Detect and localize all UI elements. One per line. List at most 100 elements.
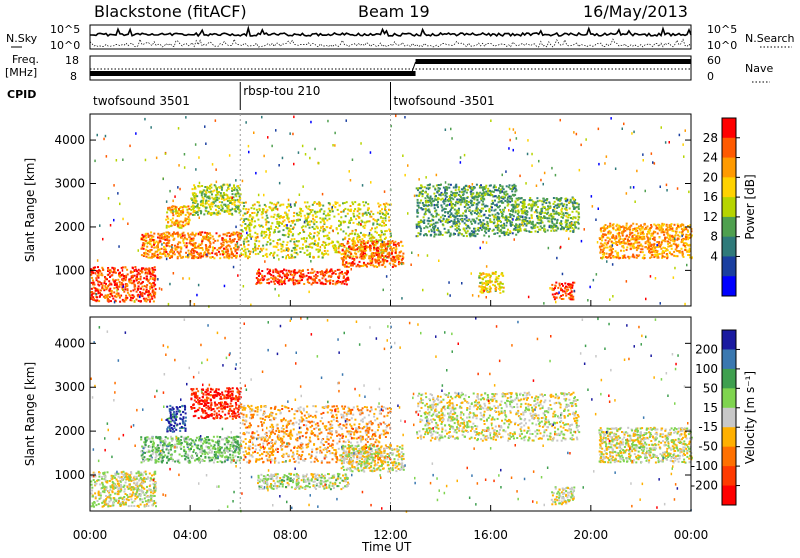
heatmap-cell	[651, 251, 653, 253]
heatmap-cell	[482, 196, 484, 198]
heatmap-cell	[684, 249, 686, 251]
heatmap-cell	[177, 243, 179, 245]
heatmap-cell	[112, 271, 114, 273]
heatmap-cell	[277, 213, 279, 215]
heatmap-cell	[681, 223, 683, 225]
heatmap-cell	[674, 235, 676, 237]
heatmap-cell	[262, 245, 264, 247]
heatmap-cell	[427, 193, 429, 195]
heatmap-cell	[195, 212, 197, 214]
heatmap-cell	[197, 214, 199, 216]
heatmap-cell	[345, 281, 347, 283]
heatmap-cell	[423, 216, 425, 218]
heatmap-cell	[313, 221, 315, 223]
heatmap-cell	[383, 203, 385, 205]
heatmap-cell	[176, 220, 178, 222]
heatmap-cell	[306, 237, 308, 239]
heatmap-cell	[505, 215, 507, 217]
heatmap-cell	[179, 227, 181, 229]
heatmap-cell	[526, 220, 528, 222]
heatmap-cell	[341, 257, 343, 259]
heatmap-cell	[194, 234, 196, 236]
heatmap-cell	[322, 277, 324, 279]
heatmap-cell	[326, 226, 328, 228]
heatmap-cell	[385, 203, 387, 205]
heatmap-cell	[489, 190, 491, 192]
heatmap-cell	[270, 225, 272, 227]
heatmap-cell	[626, 225, 628, 227]
heatmap-cell	[540, 220, 542, 222]
heatmap-cell	[209, 206, 211, 208]
heatmap-cell	[334, 249, 336, 251]
heatmap-cell	[342, 262, 344, 264]
heatmap-cell	[300, 251, 302, 253]
heatmap-cell	[568, 202, 570, 204]
heatmap-cell	[290, 206, 292, 208]
heatmap-cell	[599, 237, 601, 239]
heatmap-cell	[622, 245, 624, 247]
heatmap-cell	[431, 204, 433, 206]
heatmap-cell	[466, 192, 468, 194]
heatmap-cell	[459, 215, 461, 217]
heatmap-cell	[420, 200, 422, 202]
heatmap-cell	[192, 232, 194, 234]
heatmap-cell	[497, 206, 499, 208]
heatmap-cell	[351, 258, 353, 260]
heatmap-cell	[660, 248, 662, 250]
heatmap-cell	[502, 196, 504, 198]
heatmap-cell	[458, 234, 460, 236]
heatmap-cell	[477, 212, 479, 214]
heatmap-cell	[432, 215, 434, 217]
heatmap-cell	[393, 256, 395, 258]
heatmap-cell	[324, 218, 326, 220]
heatmap-cell	[365, 202, 367, 204]
heatmap-cell	[277, 239, 279, 241]
heatmap-cell	[544, 212, 546, 214]
heatmap-cell	[553, 197, 555, 199]
heatmap-cell	[251, 212, 253, 214]
heatmap-cell	[385, 237, 387, 239]
heatmap-cell	[485, 185, 487, 187]
heatmap-cell	[549, 221, 551, 223]
heatmap-cell	[172, 214, 174, 216]
heatmap-cell	[515, 229, 517, 231]
heatmap-cell	[375, 239, 377, 241]
heatmap-cell	[351, 219, 353, 221]
heatmap-cell	[228, 205, 230, 207]
heatmap-cell	[689, 244, 691, 246]
heatmap-cell	[609, 223, 611, 225]
heatmap-cell	[616, 257, 618, 259]
heatmap-cell	[368, 257, 370, 259]
heatmap-cell	[633, 247, 635, 249]
heatmap-cell	[503, 188, 505, 190]
freq-unit: [MHz]	[5, 66, 37, 79]
heatmap-cell	[200, 253, 202, 255]
heatmap-cell	[377, 257, 379, 259]
heatmap-cell	[525, 213, 527, 215]
heatmap-cell	[427, 184, 429, 186]
heatmap-cell	[643, 238, 645, 240]
heatmap-cell	[573, 198, 575, 200]
heatmap-cell	[322, 226, 324, 228]
heatmap-cell	[681, 248, 683, 250]
heatmap-cell	[323, 241, 325, 243]
heatmap-cell	[429, 220, 431, 222]
heatmap-cell	[235, 211, 237, 213]
heatmap-cell	[312, 204, 314, 206]
heatmap-cell	[455, 202, 457, 204]
heatmap-cell	[425, 226, 427, 228]
heatmap-cell	[445, 211, 447, 213]
heatmap-cell	[536, 197, 538, 199]
heatmap-cell	[173, 223, 175, 225]
heatmap-cell	[221, 189, 223, 191]
heatmap-cell	[659, 227, 661, 229]
heatmap-cell	[386, 230, 388, 232]
heatmap-cell	[166, 245, 168, 247]
heatmap-cell	[273, 232, 275, 234]
heatmap-cell	[166, 242, 168, 244]
heatmap-cell	[636, 241, 638, 243]
heatmap-cell	[262, 208, 264, 210]
heatmap-cell	[666, 257, 668, 259]
heatmap-cell	[612, 248, 614, 250]
heatmap-cell	[210, 187, 212, 189]
